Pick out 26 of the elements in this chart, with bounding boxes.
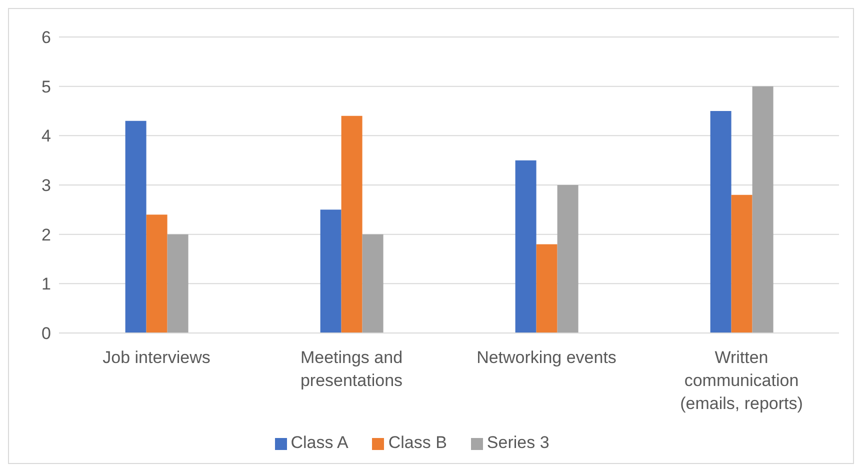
bar [146, 214, 168, 333]
legend-label: Series 3 [486, 433, 550, 452]
x-tick-label: Networking events [476, 348, 616, 367]
bar [710, 111, 732, 333]
x-tick-label: Written communication (emails, reports) [680, 348, 803, 413]
bar [731, 194, 752, 333]
y-tick-label: 2 [42, 225, 51, 244]
bar [752, 86, 774, 333]
y-tick-label: 6 [42, 28, 51, 48]
y-tick-label: 4 [42, 126, 51, 146]
bar [515, 160, 536, 333]
bar [341, 116, 362, 333]
y-tick-label: 5 [42, 77, 51, 96]
bar [362, 234, 384, 333]
y-tick-label: 1 [42, 274, 51, 294]
bar [167, 234, 188, 333]
legend-label: Class B [388, 433, 447, 452]
bar [320, 210, 342, 333]
y-tick-label: 0 [42, 324, 51, 344]
legend-label: Class A [290, 433, 348, 452]
bar [536, 244, 558, 333]
bar [557, 185, 578, 333]
bar [125, 120, 146, 333]
y-tick-label: 3 [42, 176, 51, 196]
x-tick-label: Job interviews [102, 348, 210, 367]
x-tick-label: Meetings and presentations [300, 348, 403, 390]
